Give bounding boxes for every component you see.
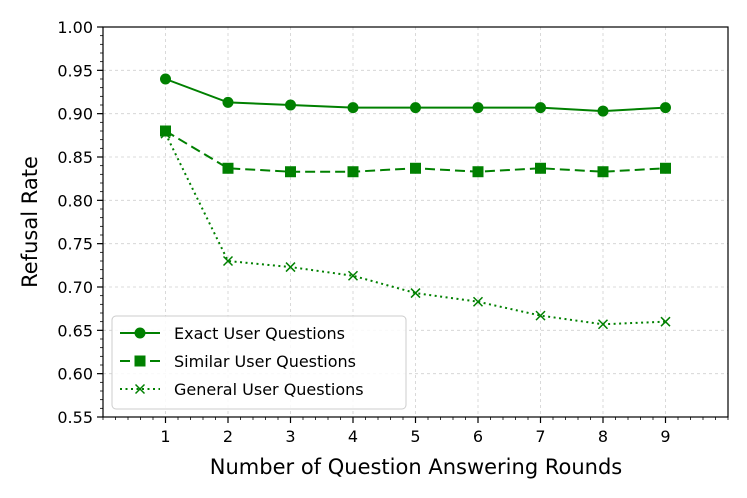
data-point bbox=[347, 166, 359, 178]
y-axis-label: Refusal Rate bbox=[18, 156, 42, 288]
data-point bbox=[222, 96, 234, 108]
x-tick-label: 7 bbox=[535, 427, 545, 446]
data-point bbox=[597, 319, 609, 330]
y-tick-label: 0.70 bbox=[57, 278, 93, 297]
x-tick-label: 2 bbox=[223, 427, 233, 446]
y-tick-label: 0.90 bbox=[57, 105, 93, 124]
data-point-stroke bbox=[535, 310, 546, 321]
data-point-stroke bbox=[347, 270, 359, 281]
data-point bbox=[160, 128, 171, 139]
data-point bbox=[597, 105, 609, 117]
data-point bbox=[222, 162, 234, 174]
legend: Exact User Questions Similar User Questio… bbox=[111, 315, 407, 410]
y-tick-label: 0.85 bbox=[57, 148, 93, 167]
series-exact-user-questions bbox=[160, 73, 671, 117]
data-point bbox=[472, 102, 484, 114]
x-axis-label: Number of Question Answering Rounds bbox=[210, 455, 622, 479]
x-tick-label: 8 bbox=[598, 427, 608, 446]
data-point bbox=[410, 162, 421, 174]
data-point-stroke bbox=[285, 262, 296, 273]
y-tick-label: 0.65 bbox=[57, 321, 93, 340]
data-point bbox=[660, 162, 671, 174]
legend-item: General User Questions bbox=[120, 380, 364, 399]
x-tick-label: 6 bbox=[473, 427, 483, 446]
data-point bbox=[597, 166, 609, 178]
legend-box bbox=[111, 315, 407, 410]
data-point bbox=[472, 296, 484, 307]
data-point bbox=[535, 162, 546, 174]
legend-item: Exact User Questions bbox=[120, 324, 345, 343]
data-point bbox=[347, 270, 359, 281]
y-tick-label: 0.75 bbox=[57, 235, 93, 254]
legend-label: Similar User Questions bbox=[174, 352, 356, 371]
x-tick-label: 4 bbox=[348, 427, 358, 446]
data-point bbox=[285, 166, 296, 178]
data-point bbox=[410, 288, 421, 299]
legend-marker bbox=[134, 383, 146, 395]
series-line bbox=[164, 133, 666, 326]
legend-marker bbox=[134, 327, 146, 339]
x-tick-label: 9 bbox=[660, 427, 670, 446]
x-tick-label: 1 bbox=[160, 427, 170, 446]
data-point-stroke bbox=[160, 128, 171, 139]
data-point bbox=[160, 73, 171, 85]
data-point bbox=[535, 310, 546, 321]
data-point bbox=[535, 102, 546, 114]
axes: 0.55 0.60 0.65 0.70 0.75 0.80 0.85 0.90 0.95 1.00… bbox=[57, 18, 729, 446]
legend-item: Similar User Questions bbox=[120, 352, 356, 371]
y-tick-label: 0.95 bbox=[57, 61, 93, 80]
data-point-stroke bbox=[472, 296, 484, 307]
data-point bbox=[285, 262, 296, 273]
data-point bbox=[660, 316, 671, 327]
data-point-stroke bbox=[660, 316, 671, 327]
legend-marker bbox=[134, 355, 146, 367]
x-tick-label: 5 bbox=[410, 427, 420, 446]
legend-label: General User Questions bbox=[174, 380, 364, 399]
data-point bbox=[410, 102, 421, 114]
data-point bbox=[472, 166, 484, 178]
legend-marker-stroke bbox=[134, 383, 146, 395]
data-point-stroke bbox=[410, 288, 421, 299]
series-layer bbox=[160, 73, 671, 330]
data-point bbox=[222, 255, 234, 267]
data-point bbox=[347, 102, 359, 114]
data-point-stroke bbox=[597, 319, 609, 330]
y-tick-label: 0.60 bbox=[57, 365, 93, 384]
legend-label: Exact User Questions bbox=[174, 324, 345, 343]
data-point bbox=[660, 102, 671, 114]
y-tick-label: 1.00 bbox=[57, 18, 93, 37]
y-tick-label: 0.80 bbox=[57, 191, 93, 210]
data-point bbox=[285, 99, 296, 111]
data-point bbox=[160, 125, 171, 137]
series-general-user-questions bbox=[160, 128, 671, 330]
y-tick-label: 0.55 bbox=[57, 408, 93, 427]
series-similar-user-questions bbox=[160, 125, 671, 178]
x-tick-label: 3 bbox=[285, 427, 295, 446]
data-point-stroke bbox=[222, 255, 234, 267]
